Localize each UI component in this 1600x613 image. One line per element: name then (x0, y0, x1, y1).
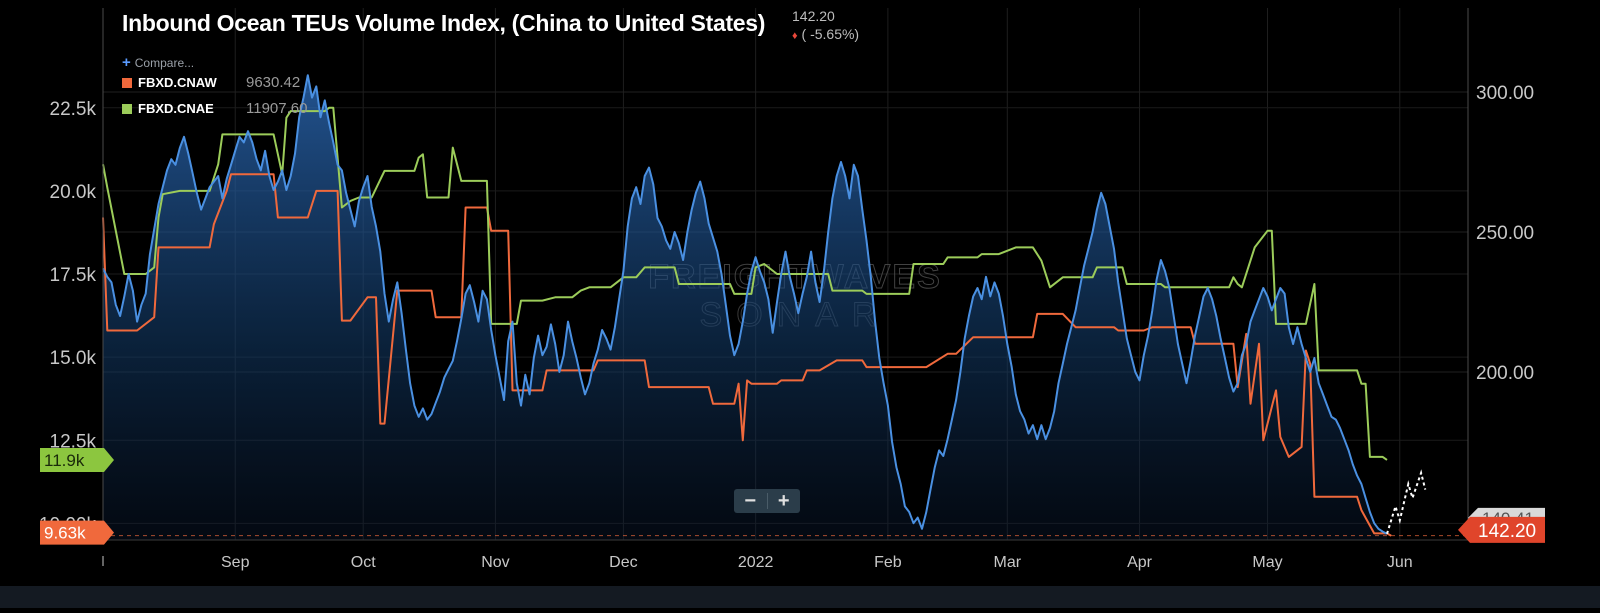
compare-button[interactable]: + Compare... (122, 54, 194, 71)
x-tick-label: Mar (994, 554, 1022, 571)
cnae-axis-tag: 11.9k (40, 447, 114, 472)
legend-item-cnae[interactable]: FBXD.CNAE 11907.60 (122, 100, 307, 118)
axis-layer: SepOctNovDec2022FebMarAprMayJun10.00k12.… (39, 8, 1534, 571)
legend-swatch-cnaw (122, 78, 132, 88)
x-tick-label: Apr (1127, 554, 1153, 571)
down-arrow-icon: ♦ (792, 30, 798, 42)
x-tick-label: Feb (874, 554, 902, 571)
teu-axis-tag-shape (1458, 516, 1545, 543)
legend-name-cnae: FBXD.CNAE (138, 101, 214, 116)
teu-axis-tag: 142.20 (1458, 516, 1545, 543)
current-value: 142.20 (792, 8, 835, 24)
plus-icon: + (122, 54, 131, 71)
zoom-out-button[interactable]: − (744, 490, 757, 512)
y-right-tick-label: 300.00 (1476, 83, 1534, 104)
current-change-text: ( -5.65%) (801, 26, 860, 42)
compare-label: Compare... (134, 56, 195, 70)
x-tick-label: 2022 (738, 554, 774, 571)
chart-title: Inbound Ocean TEUs Volume Index, (China … (122, 10, 766, 36)
legend-swatch-cnae (122, 104, 132, 114)
x-tick-label: Dec (609, 554, 637, 571)
y-left-tick-label: 22.5k (50, 99, 97, 120)
teu-axis-tag-text: 142.20 (1478, 521, 1536, 542)
cnaw-axis-tag-shape (40, 520, 114, 545)
y-right-tick-label: 250.00 (1476, 223, 1534, 244)
legend-value-cnaw: 9630.42 (246, 74, 301, 91)
zoom-separator (766, 493, 768, 509)
forecast-line (1386, 469, 1427, 535)
y-right-tick-label: 200.00 (1476, 363, 1534, 384)
x-tick-label: May (1252, 554, 1282, 571)
zoom-control: − + (734, 489, 800, 513)
cnae-axis-tag-text: 11.9k (44, 451, 85, 470)
y-left-tick-label: 15.0k (50, 348, 97, 369)
legend-name-cnaw: FBXD.CNAW (138, 75, 217, 90)
tag-layer: 11.9k9.63k140.41142.20 (40, 447, 1545, 545)
current-change: ♦ ( -5.65%) (792, 26, 859, 42)
cnae-axis-tag-shape (40, 447, 114, 472)
line-layer (102, 74, 1468, 537)
x-tick-label: Sep (221, 554, 250, 571)
legend-item-cnaw[interactable]: FBXD.CNAW 9630.42 (122, 74, 300, 92)
bottom-bar (0, 586, 1600, 608)
legend-value-cnae: 11907.60 (246, 100, 308, 117)
cnaw-axis-tag-text: 9.63k (44, 524, 86, 543)
cnaw-axis-tag: 9.63k (40, 520, 114, 545)
series-line-cnae (102, 106, 1388, 461)
x-tick-label: Nov (481, 554, 509, 571)
x-tick-label: Oct (351, 554, 376, 571)
y-left-tick-label: 20.0k (50, 182, 97, 203)
series-line-teu (102, 74, 1388, 535)
y-left-tick-label: 17.5k (50, 265, 97, 286)
zoom-in-button[interactable]: + (777, 490, 790, 512)
x-tick-label: Jun (1387, 554, 1413, 571)
y-left-tick-label: 12.5k (50, 431, 97, 452)
series-line-cnaw (102, 173, 1392, 537)
